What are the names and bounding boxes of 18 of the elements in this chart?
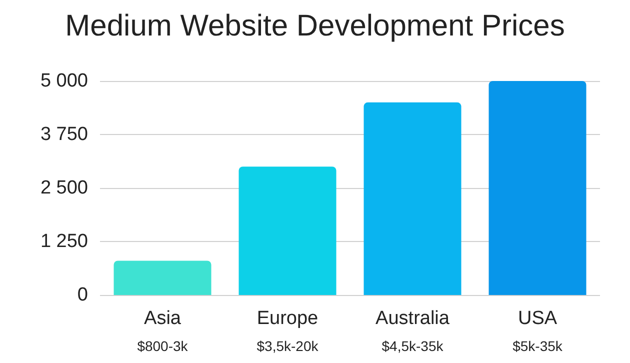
bar xyxy=(238,166,336,295)
bar xyxy=(488,81,586,295)
text: $3,5k-20k xyxy=(256,338,320,354)
text: $5k-35k xyxy=(512,338,564,354)
bar xyxy=(364,102,462,295)
y-tick-label: 5 000 xyxy=(40,70,88,92)
bar xyxy=(114,260,212,295)
x-tick-label: USA xyxy=(518,308,558,329)
y-tick-label: 3 750 xyxy=(40,124,88,145)
chart-title: Medium Website Development Prices xyxy=(65,10,565,42)
y-tick-label: 1 250 xyxy=(40,231,88,252)
text: $800-3k xyxy=(137,338,189,354)
y-tick-label: 0 xyxy=(77,284,88,306)
text: $4,5k-35k xyxy=(382,338,444,354)
x-tick-label: Asia xyxy=(144,308,182,329)
x-tick-label: Europe xyxy=(256,308,318,329)
x-tick-label: Australia xyxy=(376,308,450,329)
y-tick-label: 2 500 xyxy=(40,178,88,198)
